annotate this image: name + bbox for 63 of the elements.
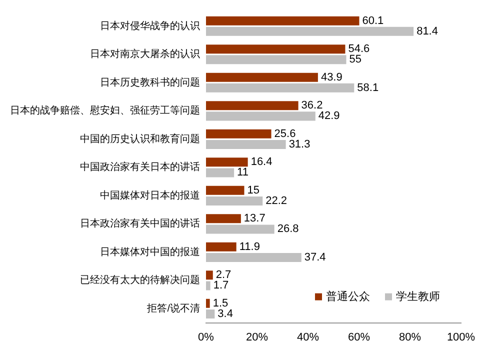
data-label: 37.4: [304, 251, 326, 264]
y-tick-label: 日本媒体对中国的报道: [100, 246, 200, 258]
legend-label: 普通公众: [326, 290, 370, 303]
data-label: 11: [237, 166, 248, 179]
bar: [206, 55, 346, 64]
x-tick-label: 0%: [198, 331, 214, 344]
data-label: 26.8: [277, 223, 299, 236]
bar: [206, 298, 210, 308]
bar: [206, 72, 318, 82]
data-label: 36.2: [301, 100, 323, 112]
bar: [206, 112, 316, 121]
y-tick-label: 中国政治家有关日本的讲话: [80, 161, 200, 174]
data-label: 1.7: [213, 280, 229, 292]
data-label: 11.9: [239, 240, 260, 253]
bar: [206, 224, 274, 234]
data-label: 60.1: [362, 14, 384, 27]
bar: [206, 270, 213, 280]
x-tick-label: 100%: [446, 331, 476, 344]
x-tick-label: 80%: [398, 331, 422, 344]
data-label: 43.9: [320, 71, 342, 84]
x-tick-label: 40%: [296, 331, 320, 344]
bar: [206, 196, 263, 206]
bar: [206, 83, 354, 92]
legend-label: 学生教师: [396, 290, 440, 303]
y-tick-label: 日本对南京大屠杀的认识: [90, 48, 200, 60]
bar: [206, 26, 414, 36]
bar: [206, 281, 210, 290]
data-label: 2.7: [216, 269, 232, 282]
y-tick-label: 日本的战争赔偿、慰安妇、强征劳工等问题: [10, 104, 200, 117]
data-label: 25.6: [274, 128, 296, 140]
bar: [206, 44, 346, 54]
data-label: 15: [247, 184, 260, 196]
bar: [206, 242, 236, 252]
bar: [206, 129, 272, 138]
bar: [206, 309, 215, 318]
y-tick-label: 拒答/说不清: [146, 302, 200, 314]
y-tick-label: 日本历史教科书的问题: [100, 76, 200, 88]
data-label: 54.6: [348, 43, 370, 56]
data-label: 13.7: [244, 212, 266, 225]
x-tick-label: 20%: [246, 331, 268, 344]
data-label: 16.4: [250, 156, 272, 168]
bar: [206, 214, 241, 224]
data-label: 3.4: [218, 308, 233, 320]
bar: [206, 140, 286, 149]
data-label: 58.1: [357, 82, 379, 94]
y-tick-label: 日本政治家有关中国的讲话: [80, 218, 200, 230]
data-label: 81.4: [416, 25, 438, 38]
data-label: 31.3: [288, 138, 310, 150]
x-tick-label: 60%: [348, 331, 370, 344]
data-label: 42.9: [318, 110, 340, 122]
bar: [206, 168, 234, 178]
bar: [206, 16, 360, 26]
data-label: 55: [349, 54, 362, 66]
data-label: 22.2: [266, 194, 288, 207]
bar: [206, 101, 298, 110]
y-tick-label: 日本对侵华战争的认识: [100, 20, 200, 32]
y-tick-label: 已经没有太大的待解决问题: [80, 274, 200, 286]
y-tick-label: 中国的历史认识和教育问题: [80, 132, 200, 145]
y-tick-label: 中国媒体对日本的报道: [100, 189, 200, 202]
bar: [206, 186, 244, 195]
bar: [206, 252, 302, 262]
data-label: 1.5: [212, 297, 228, 310]
bar: [206, 158, 248, 167]
